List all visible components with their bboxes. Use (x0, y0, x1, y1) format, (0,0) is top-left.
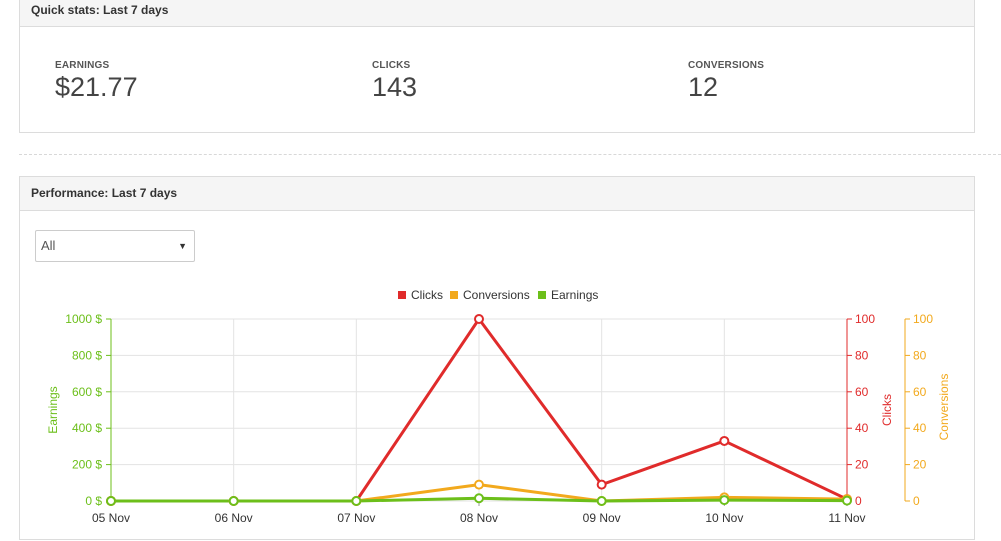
clicks-tick-label: 20 (855, 458, 869, 472)
legend-label-conversions: Conversions (463, 288, 530, 302)
legend-swatch-conversions (450, 291, 458, 299)
data-point-clicks (474, 314, 484, 324)
legend-label-earnings: Earnings (551, 288, 598, 302)
x-tick-label: 06 Nov (215, 511, 253, 525)
data-point-clicks (719, 435, 730, 446)
clicks-tick-label: 60 (855, 385, 869, 399)
legend-swatch-earnings (538, 291, 546, 299)
stat-clicks: CLICKS 143 (372, 60, 417, 103)
earnings-axis-label: Earnings (46, 386, 60, 433)
stat-earnings: EARNINGS $21.77 (55, 60, 138, 103)
series-filter-value: All (41, 238, 56, 253)
earnings-tick-label: 200 $ (72, 458, 102, 472)
x-tick-label: 08 Nov (460, 511, 498, 525)
quick-stats-title: Quick stats: Last 7 days (20, 0, 974, 27)
data-point-earnings (596, 496, 607, 506)
earnings-tick-label: 400 $ (72, 421, 102, 435)
data-point-conversions (474, 479, 484, 490)
performance-title: Performance: Last 7 days (20, 177, 974, 211)
earnings-tick-label: 600 $ (72, 385, 102, 399)
x-tick-label: 07 Nov (337, 511, 375, 525)
x-tick-label: 05 Nov (92, 511, 130, 525)
chevron-down-icon: ▼ (178, 241, 187, 251)
data-point-clicks (596, 479, 607, 490)
x-tick-label: 10 Nov (705, 511, 743, 525)
data-point-earnings (474, 493, 484, 504)
performance-panel: Performance: Last 7 days All ▼ 0 $ 200 $ 4… (19, 176, 975, 540)
data-point-earnings (842, 495, 852, 506)
conversions-tick-label: 60 (913, 385, 927, 399)
earnings-tick-label: 800 $ (72, 348, 102, 362)
x-tick-label: 11 Nov (828, 511, 865, 525)
data-point-earnings (106, 496, 116, 506)
stat-earnings-value: $21.77 (55, 72, 138, 102)
clicks-tick-label: 100 (855, 312, 875, 326)
series-filter-select[interactable]: All ▼ (35, 230, 195, 262)
stat-conversions: CONVERSIONS 12 (688, 60, 764, 103)
clicks-tick-label: 0 (855, 494, 862, 508)
clicks-tick-label: 40 (855, 421, 869, 435)
data-point-earnings (719, 495, 730, 506)
legend-swatch-clicks (398, 291, 406, 299)
conversions-tick-label: 40 (913, 421, 927, 435)
stat-conversions-label: CONVERSIONS (688, 60, 765, 71)
stat-clicks-label: CLICKS (372, 60, 411, 71)
legend-label-clicks: Clicks (411, 288, 443, 302)
x-tick-label: 09 Nov (583, 511, 621, 525)
conversions-tick-label: 80 (913, 348, 927, 362)
conversions-axis-label: Conversions (937, 374, 951, 441)
earnings-tick-label: 0 $ (85, 494, 102, 508)
clicks-axis-label: Clicks (880, 394, 894, 426)
conversions-tick-label: 20 (913, 458, 927, 472)
section-divider (19, 154, 1001, 155)
stat-earnings-label: EARNINGS (55, 60, 110, 71)
conversions-tick-label: 0 (913, 494, 920, 508)
quick-stats-panel: Quick stats: Last 7 days EARNINGS $21.77… (19, 0, 975, 133)
data-point-earnings (351, 496, 362, 506)
stat-clicks-value: 143 (372, 72, 418, 102)
data-point-earnings (228, 496, 239, 506)
stat-conversions-value: 12 (688, 72, 719, 102)
earnings-tick-label: 1000 $ (65, 312, 102, 326)
conversions-tick-label: 100 (913, 312, 933, 326)
clicks-tick-label: 80 (855, 348, 869, 362)
